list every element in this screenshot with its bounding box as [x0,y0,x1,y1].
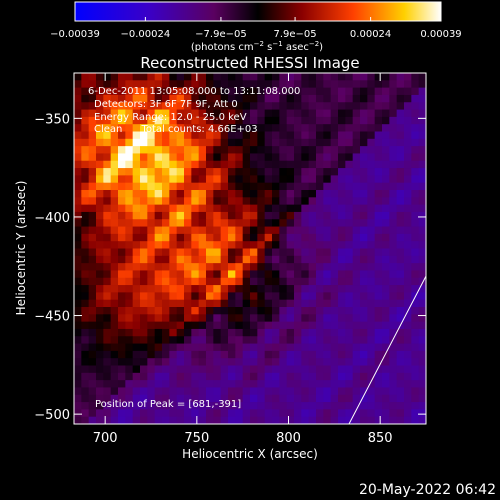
colorbar-tick-label: 7.9e−05 [273,29,316,40]
colorbar-tick-label: 0.00024 [350,29,391,40]
colorbar-tick-label: −7.9e−05 [195,29,247,40]
y-tick-label: −450 [34,310,70,325]
colorbar-ticks: −0.00039 −0.00024 −7.9e−05 7.9e−05 0.00024 0.… [50,17,462,40]
axis-ticks: 700 750 800 850 −350 −400 −450 −500 [34,73,426,446]
annotation-detectors: Detectors: 3F 6F 7F 9F, Att 0 [94,99,238,110]
colorbar-tick-label: 0.00039 [420,29,461,40]
y-tick-label: −400 [34,211,70,226]
peak-position-label: Position of Peak = [681,-391] [95,399,241,410]
plot-frame [73,72,427,425]
annotation-time: 6-Dec-2011 13:05:08.000 to 13:11:08.000 [88,86,300,97]
annotation-energy: Energy Range: 12.0 - 25.0 keV [94,112,247,123]
y-tick-label: −500 [34,408,70,423]
heatmap [74,73,426,424]
colorbar-tick-label: −0.00039 [50,29,100,40]
x-tick-label: 800 [276,431,301,446]
chart-title: Reconstructed RHESSI Image [140,54,359,72]
x-tick-label: 700 [93,431,118,446]
colorbar [74,1,442,22]
x-axis-label: Heliocentric X (arcsec) [182,447,318,461]
colorbar-tick-label: −0.00024 [121,29,171,40]
y-tick-label: −350 [34,112,70,127]
annotation-counts: Clean Total counts: 4.66E+03 [94,124,258,135]
solar-limb-line [348,275,426,424]
x-tick-label: 750 [184,431,209,446]
colorbar-units: (photons cm−2 s−1 asec−2) [191,40,323,53]
y-axis-label: Heliocentric Y (arcsec) [14,181,28,316]
footer-date: 20-May-2022 06:42 [359,482,496,498]
x-tick-label: 850 [368,431,393,446]
